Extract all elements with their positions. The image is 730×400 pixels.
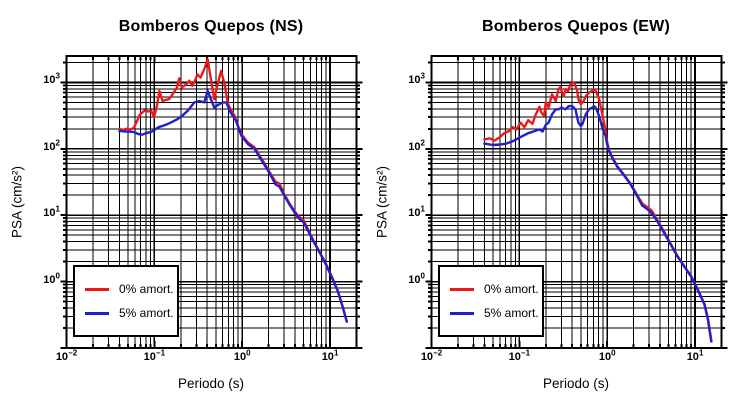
legend-label-5pct: 5% amort. — [484, 306, 539, 320]
y-tick-label: 100 — [43, 270, 60, 286]
y-tick-label: 101 — [43, 204, 60, 220]
x-tick-label: 10−1 — [143, 348, 166, 363]
x-tick-label: 10−1 — [508, 348, 531, 363]
x-tick-label: 100 — [233, 348, 251, 363]
y-axis-label-ew: PSA (cm/s²) — [374, 165, 390, 239]
chart-title-ew: Bomberos Quepos (EW) — [481, 18, 670, 35]
legend-swatch-0pct — [450, 287, 474, 291]
y-tick-label: 102 — [43, 138, 60, 153]
x-tick-label: 100 — [598, 348, 616, 363]
plot-area-ew — [425, 54, 728, 350]
legend-ns: 0% amort. 5% amort. — [73, 265, 179, 337]
x-tick-label: 101 — [686, 348, 704, 363]
series-line — [483, 81, 713, 342]
y-tick-label: 103 — [43, 71, 60, 87]
plot-area-ns — [60, 54, 363, 350]
x-tick-label: 101 — [321, 348, 339, 363]
legend-item: 5% amort. — [450, 306, 542, 320]
x-axis-label-ns: Periodo (s) — [177, 376, 245, 391]
x-tick-label: 10−2 — [420, 348, 443, 363]
series-line — [483, 104, 713, 343]
legend-swatch-0pct — [85, 287, 109, 291]
legend-swatch-5pct — [85, 311, 109, 315]
x-tick-label: 10−2 — [55, 348, 78, 363]
legend-ew: 0% amort. 5% amort. — [438, 265, 544, 337]
y-tick-label: 100 — [408, 270, 425, 286]
chart-panel-ew: Bomberos Quepos (EW) PSA (cm/s²) Periodo… — [365, 0, 730, 400]
y-tick-label: 103 — [408, 71, 425, 87]
legend-label-0pct: 0% amort. — [484, 282, 539, 296]
legend-item: 0% amort. — [85, 282, 177, 296]
legend-item: 0% amort. — [450, 282, 542, 296]
y-tick-label: 101 — [408, 204, 425, 220]
legend-item: 5% amort. — [85, 306, 177, 320]
legend-swatch-5pct — [450, 311, 474, 315]
y-axis-label-ns: PSA (cm/s²) — [9, 165, 25, 239]
legend-label-5pct: 5% amort. — [119, 306, 174, 320]
chart-title-ns: Bomberos Quepos (NS) — [118, 18, 304, 35]
y-tick-label: 102 — [408, 138, 425, 153]
x-axis-label-ew: Periodo (s) — [542, 376, 610, 391]
series-line — [118, 89, 348, 323]
chart-panel-ns: Bomberos Quepos (NS) PSA (cm/s²) Periodo… — [9, 18, 363, 391]
legend-label-0pct: 0% amort. — [119, 282, 174, 296]
